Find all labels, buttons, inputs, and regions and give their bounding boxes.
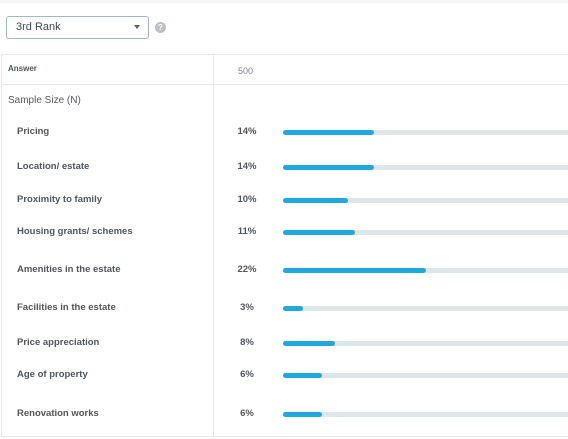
row-label: Age of property — [17, 369, 88, 380]
bar-fill — [283, 268, 426, 273]
rank-select[interactable]: 3rd Rank — [6, 16, 149, 39]
row-percent: 6% — [240, 369, 254, 380]
table-row: Age of property 6% — [2, 369, 568, 389]
bar-fill — [283, 130, 374, 135]
table-row: Price appreciation 8% — [2, 337, 568, 357]
row-percent: 14% — [237, 161, 257, 172]
table-row: Facilities in the estate 3% — [2, 302, 568, 322]
table-row: Amenities in the estate 22% — [2, 264, 568, 284]
rank-select-value: 3rd Rank — [16, 21, 61, 33]
bar-fill — [283, 373, 322, 378]
bar-track — [283, 230, 568, 235]
top-divider — [0, 0, 568, 3]
table-row: Housing grants/ schemes 11% — [2, 226, 568, 246]
results-table: Answer 500 Sample Size (N) Pricing 14% Loc… — [1, 54, 568, 437]
answer-column-header: Answer — [8, 64, 37, 73]
row-label: Amenities in the estate — [17, 264, 121, 275]
row-label: Housing grants/ schemes — [17, 226, 133, 237]
row-label: Location/ estate — [17, 161, 90, 172]
table-header: Answer 500 — [2, 55, 568, 85]
bar-track — [283, 373, 568, 378]
sample-size-value: 500 — [238, 66, 254, 76]
row-label: Price appreciation — [17, 337, 100, 348]
sample-size-label: Sample Size (N) — [8, 95, 81, 106]
bar-fill — [283, 306, 303, 311]
table-row: Proximity to family 10% — [2, 194, 568, 214]
chevron-down-icon[interactable] — [134, 25, 140, 29]
bar-fill — [283, 198, 348, 203]
row-percent: 14% — [237, 126, 257, 137]
row-label: Proximity to family — [17, 194, 102, 205]
bar-track — [283, 341, 568, 346]
bar-track — [283, 198, 568, 203]
bar-track — [283, 306, 568, 311]
column-divider — [213, 55, 214, 436]
bar-track — [283, 412, 568, 417]
bar-track — [283, 130, 568, 135]
help-icon[interactable]: ? — [155, 22, 166, 33]
bar-track — [283, 165, 568, 170]
bar-fill — [283, 230, 355, 235]
table-row: Location/ estate 14% — [2, 161, 568, 181]
table-row: Pricing 14% — [2, 126, 568, 146]
row-percent: 22% — [237, 264, 257, 275]
bar-fill — [283, 165, 374, 170]
row-percent: 8% — [240, 337, 254, 348]
row-label: Facilities in the estate — [17, 302, 116, 313]
bar-fill — [283, 341, 335, 346]
bar-track — [283, 268, 568, 273]
bar-fill — [283, 412, 322, 417]
row-percent: 6% — [240, 408, 254, 419]
row-label: Renovation works — [17, 408, 99, 419]
row-percent: 3% — [240, 302, 254, 313]
row-percent: 11% — [237, 226, 257, 237]
row-label: Pricing — [17, 126, 50, 137]
row-percent: 10% — [237, 194, 257, 205]
table-row: Renovation works 6% — [2, 408, 568, 428]
